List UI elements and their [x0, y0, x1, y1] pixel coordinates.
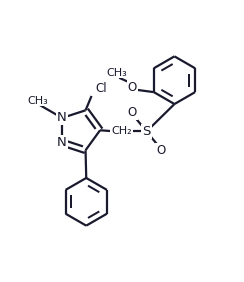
Text: CH₃: CH₃: [106, 68, 127, 78]
Text: CH₂: CH₂: [111, 126, 132, 136]
Text: Cl: Cl: [95, 82, 107, 95]
Text: S: S: [142, 125, 151, 138]
Text: O: O: [128, 106, 137, 119]
Text: O: O: [128, 81, 137, 94]
Text: N: N: [57, 136, 67, 149]
Text: CH₃: CH₃: [28, 96, 49, 105]
Text: O: O: [156, 144, 165, 157]
Text: N: N: [57, 111, 67, 124]
